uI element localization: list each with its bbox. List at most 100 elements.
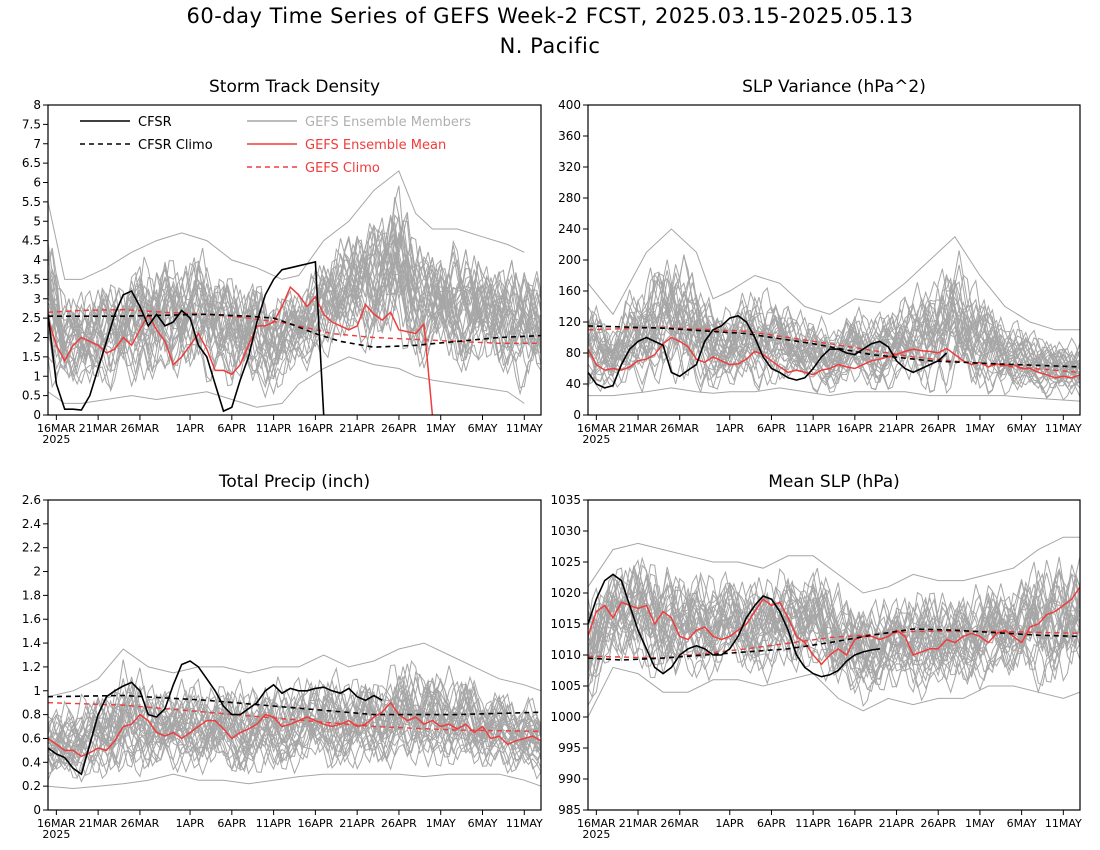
y-tick-label: 4: [33, 253, 41, 267]
y-tick-label: 0: [33, 408, 41, 422]
plot-area: [48, 642, 541, 790]
member-line: [48, 235, 541, 385]
y-tick-label: 3: [33, 292, 41, 306]
member-envelope-lower: [588, 666, 1080, 718]
panel-mean-slp: Mean SLP (hPa) 985 990 995 1000 1005 1010 1015 1…: [550, 472, 1082, 841]
legend: CFSR CFSR Climo GEFS Ensemble Members GEFS …: [80, 115, 471, 176]
member-line: [48, 214, 541, 368]
y-tick-label: 1020: [550, 586, 581, 600]
y-tick-label: 6: [33, 176, 41, 190]
member-line: [588, 605, 1080, 699]
x-tick-label: 21APR: [879, 422, 915, 435]
y-tick-label: 1.5: [22, 350, 41, 364]
member-line: [588, 272, 1080, 377]
y-tick-label: 1.4: [22, 636, 41, 650]
x-year-label: 2025: [582, 828, 610, 841]
series-gefs-ensemble-mean: [48, 285, 434, 415]
member-line: [48, 703, 541, 783]
member-line: [588, 313, 1080, 397]
y-tick-label: 5.5: [22, 195, 41, 209]
x-tick-label: 26APR: [381, 817, 417, 830]
member-line: [588, 264, 1080, 374]
member-line: [48, 697, 541, 773]
y-tick-label: 7: [33, 137, 41, 151]
x-tick-label: 11MAY: [1045, 817, 1082, 830]
member-line: [588, 574, 1080, 666]
y-tick-label: 1000: [550, 710, 581, 724]
y-tick-label: 1: [33, 369, 41, 383]
member-line: [588, 319, 1080, 401]
legend-label-gefs-climo: GEFS Climo: [305, 161, 380, 176]
x-tick-label: 1APR: [176, 422, 205, 435]
y-tick-label: 1010: [550, 648, 581, 662]
x-tick-label: 26MAR: [660, 422, 699, 435]
x-year-label: 2025: [42, 433, 70, 446]
y-tick-label: 3.5: [22, 272, 41, 286]
y-tick-label: 2.4: [22, 517, 41, 531]
x-tick-label: 11MAY: [1045, 422, 1082, 435]
member-line: [48, 676, 541, 763]
series-cfsr: [48, 660, 383, 776]
x-tick-label: 11APR: [795, 817, 831, 830]
ensemble-members: [48, 642, 541, 790]
y-tick-label: 120: [558, 315, 581, 329]
member-line: [48, 702, 541, 775]
x-tick-label: 21MAR: [79, 817, 118, 830]
panel-title: Total Precip (inch): [218, 472, 370, 492]
y-tick-label: 360: [558, 129, 581, 143]
x-year-label: 2025: [582, 433, 610, 446]
y-tick-label: 1.6: [22, 612, 41, 626]
x-tick-label: 11APR: [795, 422, 831, 435]
y-tick-label: 2: [33, 565, 41, 579]
member-line: [48, 698, 541, 779]
plot-area: [48, 170, 541, 415]
y-tick-label: 0: [33, 803, 41, 817]
y-tick-label: 0.2: [22, 779, 41, 793]
y-tick-label: 1: [33, 684, 41, 698]
x-tick-label: 1MAY: [965, 817, 995, 830]
y-tick-label: 995: [558, 741, 581, 755]
x-tick-label: 26APR: [381, 422, 417, 435]
x-tick-label: 16MAR: [37, 422, 76, 435]
x-tick-label: 1APR: [715, 422, 744, 435]
member-line: [588, 583, 1080, 671]
member-envelope-upper: [48, 642, 541, 698]
y-tick-label: 2.6: [22, 493, 41, 507]
x-tick-label: 1MAY: [426, 422, 456, 435]
y-tick-label: 6.5: [22, 156, 41, 170]
y-tick-label: 1015: [550, 617, 581, 631]
x-tick-label: 11APR: [256, 422, 292, 435]
ensemble-members: [588, 228, 1080, 402]
x-tick-label: 11MAY: [506, 422, 543, 435]
series-cfsr: [588, 314, 948, 389]
member-line: [588, 589, 1080, 682]
y-tick-label: 160: [558, 284, 581, 298]
x-tick-label: 26APR: [920, 422, 956, 435]
member-line: [588, 569, 1080, 668]
member-line: [48, 251, 541, 389]
y-tick-label: 1.2: [22, 660, 41, 674]
y-tick-label: 985: [558, 803, 581, 817]
member-envelope-upper: [588, 228, 1080, 331]
y-tick-label: 1035: [550, 493, 581, 507]
x-tick-label: 21MAR: [619, 422, 658, 435]
member-line: [48, 213, 541, 366]
member-line: [588, 282, 1080, 384]
y-tick-label: 0.6: [22, 731, 41, 745]
y-tick-label: 1.8: [22, 588, 41, 602]
y-tick-label: 5: [33, 214, 41, 228]
series-cfsr-climo: [588, 628, 1080, 661]
member-line: [48, 245, 541, 380]
member-line: [48, 232, 541, 361]
x-tick-label: 21APR: [339, 422, 375, 435]
member-envelope-upper: [48, 170, 525, 280]
member-line: [588, 602, 1080, 707]
member-envelope-lower: [588, 387, 1080, 402]
x-tick-label: 26APR: [920, 817, 956, 830]
y-tick-label: 40: [566, 377, 581, 391]
x-tick-label: 21APR: [879, 817, 915, 830]
x-tick-label: 6MAY: [468, 422, 498, 435]
panel-storm-track-density: Storm Track Density 0 0.5 1 1.5 2 2.5 3 3.5 4 4.5 5…: [22, 77, 543, 446]
